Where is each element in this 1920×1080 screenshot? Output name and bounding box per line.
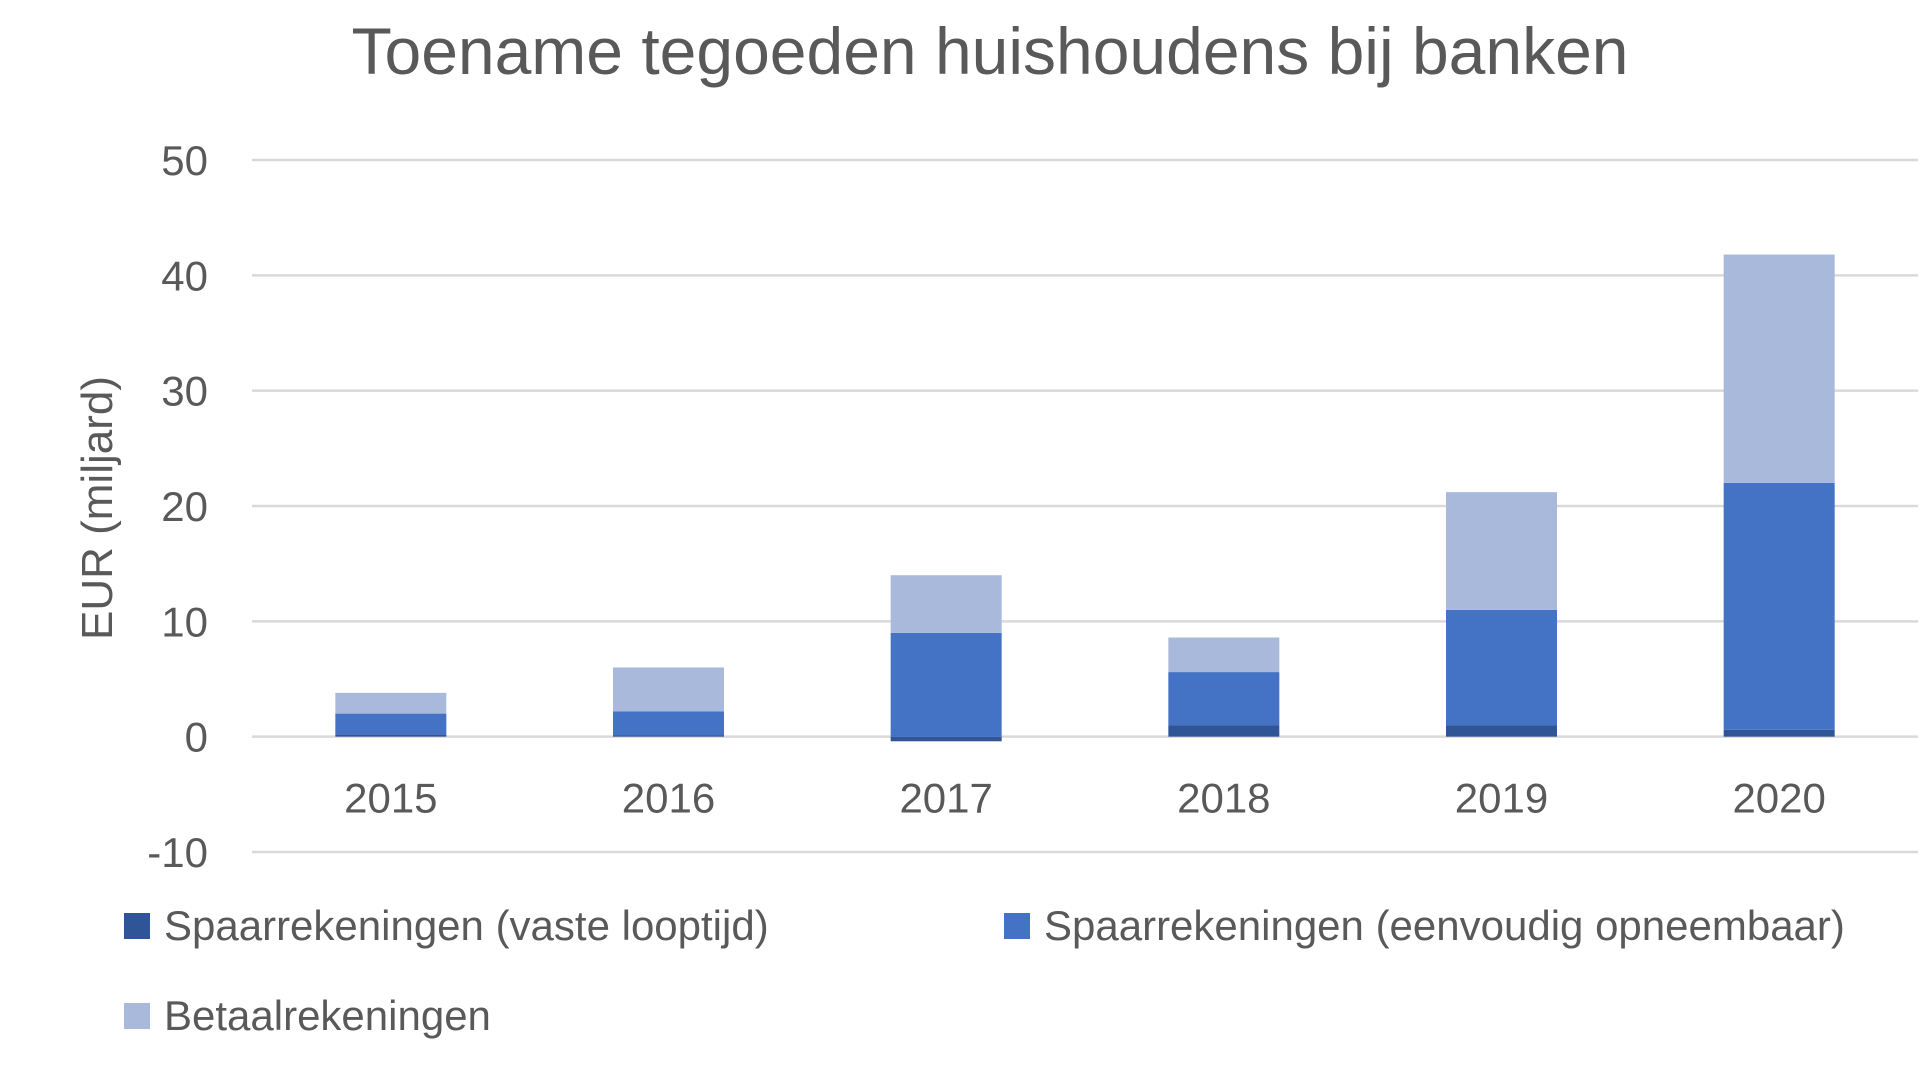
bar-segment xyxy=(890,736,1002,742)
y-tick-label: 30 xyxy=(161,368,208,415)
legend-item: Spaarrekeningen (eenvoudig opneembaar) xyxy=(1004,902,1845,949)
x-axis-ticks: 2015 2016 2017 2018 2019 2020 xyxy=(344,775,1826,822)
bar-segment xyxy=(1168,637,1280,673)
bar-segment xyxy=(1168,672,1280,726)
bar-segment xyxy=(613,667,724,712)
x-tick-label: 2020 xyxy=(1732,775,1825,822)
bar-segment xyxy=(335,713,447,735)
bar-segment xyxy=(1446,609,1557,726)
bar-segment xyxy=(335,734,447,737)
x-tick-label: 2016 xyxy=(622,775,715,822)
legend-item: Spaarrekeningen (vaste looptijd) xyxy=(124,902,769,949)
gridlines xyxy=(252,158,1918,854)
x-tick-label: 2019 xyxy=(1455,775,1548,822)
legend-label: Spaarrekeningen (vaste looptijd) xyxy=(164,902,769,949)
x-tick-label: 2017 xyxy=(899,775,992,822)
legend-label: Spaarrekeningen (eenvoudig opneembaar) xyxy=(1044,902,1845,949)
bar-segment xyxy=(890,632,1002,737)
legend: Spaarrekeningen (vaste looptijd) Spaarrek… xyxy=(124,902,1845,1039)
bars xyxy=(335,254,1835,742)
y-tick-label: -10 xyxy=(147,829,208,876)
y-tick-label: 0 xyxy=(185,714,208,761)
y-axis-ticks: -10 0 10 20 30 40 50 xyxy=(147,137,208,876)
bar-segment xyxy=(890,575,1002,633)
y-axis-title: EUR (miljard) xyxy=(73,376,122,640)
bar-segment xyxy=(1723,729,1835,737)
bar-segment xyxy=(1446,725,1557,737)
legend-item: Betaalrekeningen xyxy=(124,992,491,1039)
legend-swatch xyxy=(1004,913,1030,939)
bar-segment xyxy=(1723,254,1835,483)
bar-segment xyxy=(1168,725,1280,737)
x-tick-label: 2015 xyxy=(344,775,437,822)
chart-title: Toename tegoeden huishoudens bij banken xyxy=(351,14,1628,88)
bar-segment xyxy=(613,735,724,737)
x-tick-label: 2018 xyxy=(1177,775,1270,822)
bar-segment xyxy=(335,692,447,714)
legend-swatch xyxy=(124,1003,150,1029)
bar-segment xyxy=(1723,482,1835,730)
legend-label: Betaalrekeningen xyxy=(164,992,491,1039)
y-tick-label: 40 xyxy=(161,252,208,299)
bar-segment xyxy=(613,711,724,736)
legend-swatch xyxy=(124,913,150,939)
y-tick-label: 50 xyxy=(161,137,208,184)
bar-segment xyxy=(1446,492,1557,610)
y-tick-label: 20 xyxy=(161,483,208,530)
y-tick-label: 10 xyxy=(161,598,208,645)
